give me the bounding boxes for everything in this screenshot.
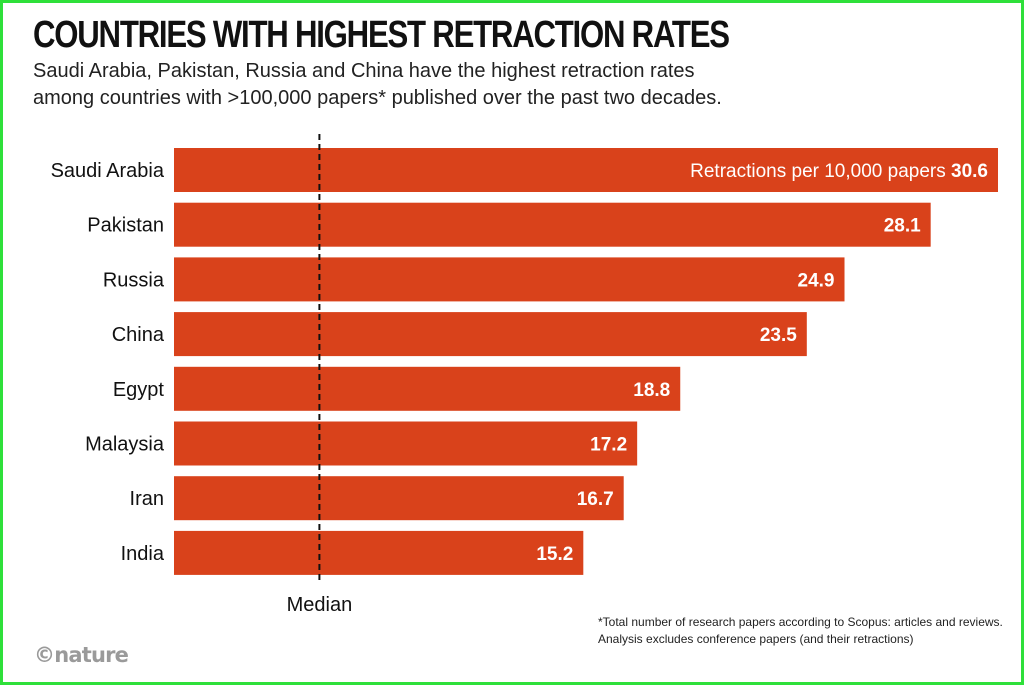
value-label: 24.9 — [798, 270, 835, 291]
chart-title: COUNTRIES WITH HIGHEST RETRACTION RATES — [33, 14, 730, 56]
value-label-prefix: Retractions per 10,000 papers — [690, 161, 951, 182]
category-label: China — [112, 324, 165, 346]
bar — [174, 202, 931, 247]
value-label: 28.1 — [884, 216, 921, 237]
nature-logo: ©nature — [34, 643, 129, 667]
category-label: Saudi Arabia — [51, 160, 165, 182]
value-labels-group: Retractions per 10,000 papers 30.6 28.1 24… — [536, 161, 988, 565]
category-label: Russia — [103, 269, 165, 291]
bar — [174, 476, 624, 521]
category-label: Iran — [130, 488, 164, 510]
value-label: 15.2 — [536, 544, 573, 565]
chart-subtitle-line-1: Saudi Arabia, Pakistan, Russia and China… — [33, 60, 695, 82]
value-label-number: 30.6 — [951, 161, 988, 182]
bar — [174, 366, 681, 411]
bars-group — [174, 148, 998, 575]
bar — [174, 312, 807, 357]
value-label: 16.7 — [577, 489, 614, 510]
chart-subtitle-line-2: among countries with >100,000 papers* pu… — [33, 87, 722, 109]
value-label: 18.8 — [633, 380, 670, 401]
value-label: 23.5 — [760, 325, 797, 346]
category-labels-group: Saudi Arabia Pakistan Russia China Egypt Mala… — [51, 160, 165, 565]
category-label: Egypt — [113, 379, 165, 401]
bar — [174, 148, 998, 192]
category-label: Pakistan — [87, 215, 164, 237]
value-label: Retractions per 10,000 papers 30.6 — [690, 161, 988, 182]
category-label: Malaysia — [85, 434, 165, 456]
category-label: India — [121, 543, 165, 565]
bar — [174, 421, 638, 466]
bar — [174, 257, 845, 302]
value-label: 17.2 — [590, 435, 627, 456]
footnote: *Total number of research papers accordi… — [598, 615, 1003, 646]
median-label: Median — [287, 594, 353, 616]
bar — [174, 530, 584, 575]
